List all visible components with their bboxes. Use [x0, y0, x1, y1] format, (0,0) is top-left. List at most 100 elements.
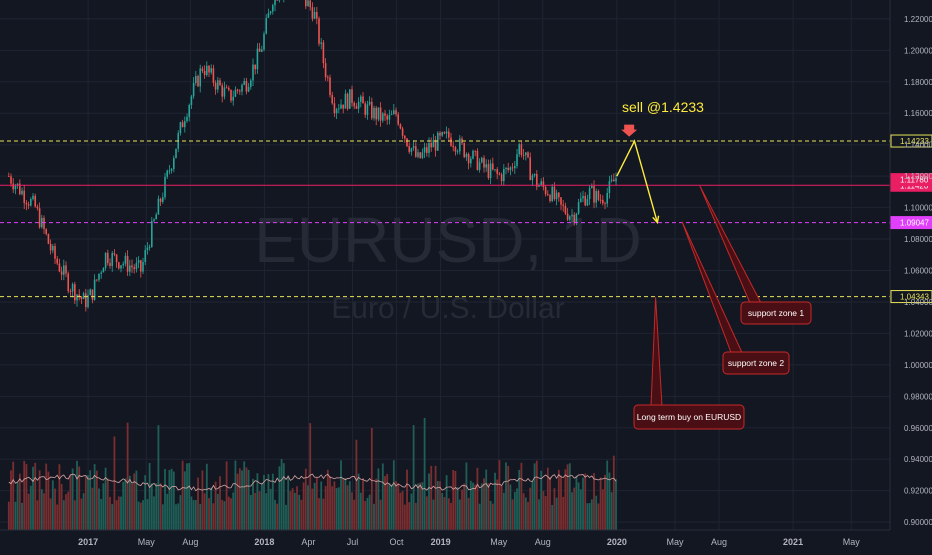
volume-bar: [171, 469, 173, 530]
candle-body: [514, 166, 516, 168]
volume-bar: [415, 503, 417, 530]
volume-bar: [191, 496, 193, 530]
volume-bar: [613, 456, 615, 530]
candle-body: [406, 138, 408, 146]
candle-body: [21, 191, 23, 195]
volume-bar: [393, 460, 395, 530]
candle-body: [173, 158, 175, 169]
candle-body: [527, 152, 529, 157]
volume-bar: [213, 503, 215, 530]
candle-body: [228, 88, 230, 90]
candle-body: [30, 199, 32, 205]
volume-bar: [342, 479, 344, 530]
candle-body: [74, 284, 76, 300]
volume-bar: [279, 466, 281, 530]
candle-body: [615, 178, 617, 181]
candle-body: [316, 12, 318, 18]
volume-bar: [408, 502, 410, 530]
volume-bar: [514, 492, 516, 530]
volume-bar: [158, 425, 160, 530]
candle-body: [169, 171, 171, 172]
candle-body: [63, 265, 65, 274]
candle-body: [505, 168, 507, 169]
candle-body: [543, 181, 545, 187]
volume-bar: [239, 468, 241, 530]
candle-body: [243, 81, 245, 85]
volume-bar: [15, 502, 17, 530]
volume-bar: [452, 470, 454, 530]
candle-body: [347, 94, 349, 109]
volume-bar: [259, 491, 261, 530]
volume-bar: [153, 496, 155, 530]
candle-body: [65, 265, 67, 273]
x-tick-label: Aug: [711, 537, 727, 547]
candle-body: [408, 146, 410, 152]
candle-body: [323, 42, 325, 63]
candle-body: [246, 81, 248, 92]
x-tick-label: Oct: [390, 537, 405, 547]
candle-body: [92, 289, 94, 299]
volume-bar: [254, 493, 256, 530]
volume-bar: [565, 469, 567, 530]
candle-body: [26, 203, 28, 204]
candle-body: [103, 268, 105, 272]
candle-body: [340, 105, 342, 109]
volume-bar: [120, 497, 122, 530]
candle-body: [345, 94, 347, 109]
candle-body: [48, 234, 50, 244]
candle-body: [598, 191, 600, 200]
volume-bar: [580, 489, 582, 530]
candle-body: [111, 253, 113, 266]
candle-body: [259, 49, 261, 52]
candle-body: [127, 256, 129, 272]
candle-body: [125, 256, 127, 264]
volume-bar: [556, 498, 558, 530]
candle-body: [12, 184, 14, 190]
volume-bar: [43, 493, 45, 530]
candle-body: [114, 253, 116, 254]
volume-bar: [307, 485, 309, 530]
volume-bar: [382, 463, 384, 530]
volume-bar: [549, 477, 551, 530]
candle-body: [457, 151, 459, 152]
candle-body: [549, 195, 551, 201]
volume-bar: [338, 487, 340, 530]
candle-body: [188, 105, 190, 117]
volume-bar: [19, 474, 21, 530]
candle-body: [210, 68, 212, 72]
candle-body: [485, 164, 487, 167]
candle-body: [52, 246, 54, 250]
volume-bar: [345, 478, 347, 530]
volume-bar: [180, 495, 182, 530]
callout-text-support2: support zone 2: [728, 358, 785, 368]
volume-bar: [494, 473, 496, 530]
volume-bar: [199, 504, 201, 530]
volume-bar: [303, 482, 305, 530]
candle-body: [371, 102, 373, 118]
volume-bar: [558, 470, 560, 530]
candle-body: [221, 85, 223, 96]
candle-body: [320, 42, 322, 43]
volume-bar: [127, 423, 129, 530]
volume-bar: [397, 483, 399, 530]
volume-bar: [309, 423, 311, 530]
candle-body: [567, 214, 569, 220]
candle-body: [609, 181, 611, 193]
candle-body: [208, 66, 210, 73]
candle-body: [516, 154, 518, 166]
x-tick-label: 2018: [254, 537, 274, 547]
volume-bar: [138, 502, 140, 530]
x-tick-label: Apr: [301, 537, 315, 547]
volume-bar: [576, 476, 578, 530]
candle-body: [197, 76, 199, 86]
candle-body: [395, 110, 397, 114]
candle-body: [318, 18, 320, 43]
candle-body: [492, 163, 494, 169]
candle-body: [89, 289, 91, 295]
y-tick-label: 0.98000: [904, 392, 932, 401]
candle-body: [375, 108, 377, 120]
volume-bar: [567, 464, 569, 530]
volume-bar: [48, 472, 50, 530]
x-tick-label: Aug: [182, 537, 198, 547]
